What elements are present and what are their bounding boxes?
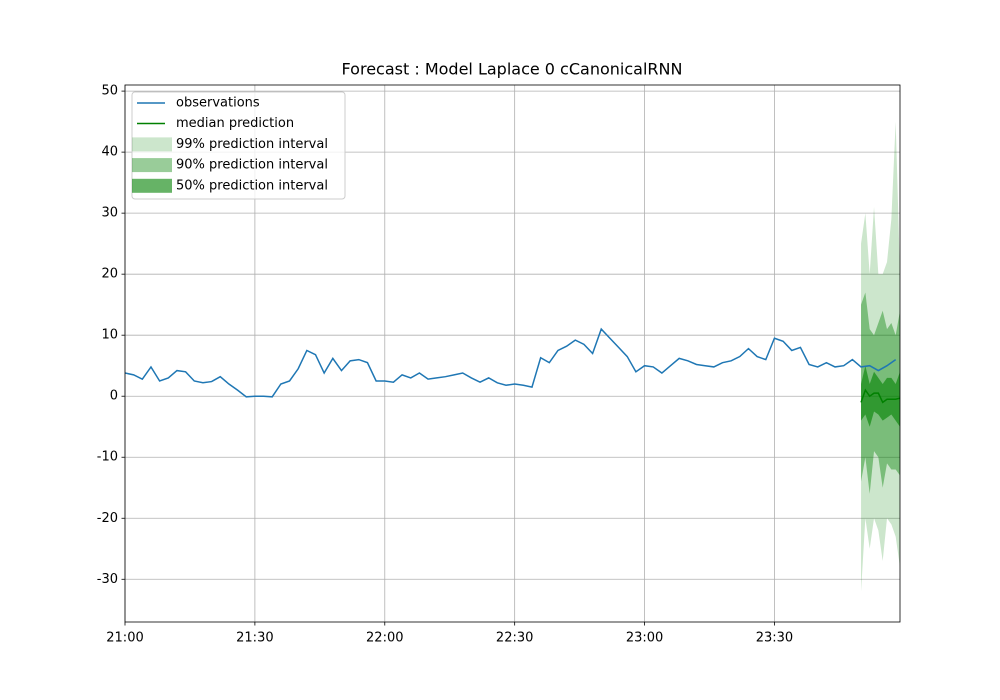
x-tick-label: 22:00 bbox=[366, 631, 403, 646]
y-tick-label: -30 bbox=[97, 572, 118, 587]
plot-frame bbox=[124, 84, 901, 623]
x-tick-label: 22:30 bbox=[496, 631, 533, 646]
x-tick-label: 23:30 bbox=[756, 631, 793, 646]
x-tick-label: 23:00 bbox=[626, 631, 663, 646]
y-tick-label: 10 bbox=[101, 328, 118, 343]
legend-label: 99% prediction interval bbox=[176, 137, 328, 152]
legend-label: median prediction bbox=[176, 116, 294, 131]
x-tick-label: 21:00 bbox=[106, 631, 143, 646]
y-tick-label: 40 bbox=[101, 145, 118, 160]
y-tick-label: 20 bbox=[101, 267, 118, 282]
legend-label: 90% prediction interval bbox=[176, 158, 328, 173]
prediction-band bbox=[861, 121, 900, 592]
legend-label: 50% prediction interval bbox=[176, 178, 328, 193]
y-tick-label: 30 bbox=[101, 206, 118, 221]
y-tick-label: 50 bbox=[101, 84, 118, 99]
legend-box bbox=[131, 91, 346, 200]
legend-label: observations bbox=[176, 96, 260, 111]
y-tick-label: 0 bbox=[110, 389, 118, 404]
legend-swatch bbox=[132, 178, 172, 193]
y-tick-label: -20 bbox=[97, 511, 118, 526]
x-tick-label: 21:30 bbox=[236, 631, 273, 646]
series-line bbox=[125, 327, 897, 398]
chart-title: Forecast : Model Laplace 0 cCanonicalRNN bbox=[342, 60, 683, 79]
y-tick-label: -10 bbox=[97, 450, 118, 465]
legend-swatch bbox=[132, 137, 172, 152]
legend-swatch bbox=[132, 158, 172, 173]
series-line bbox=[860, 388, 900, 404]
